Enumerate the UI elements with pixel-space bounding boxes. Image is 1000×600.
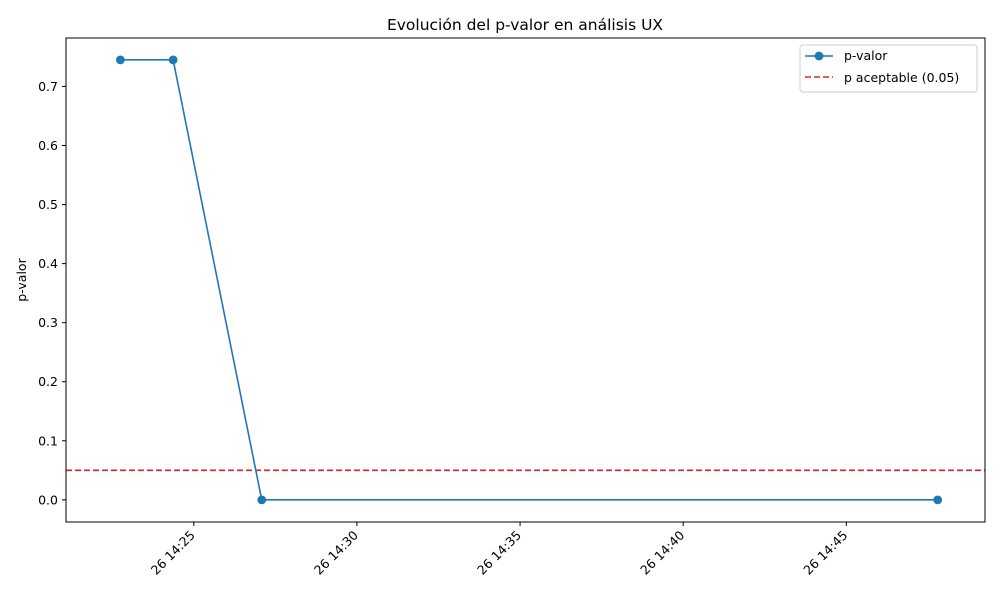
chart-title: Evolución del p-valor en análisis UX <box>387 16 663 34</box>
x-tick-label-4: 26 14:45 <box>800 528 850 578</box>
data-point-0-0 <box>115 55 125 65</box>
y-tick-label-3: 0.3 <box>38 315 58 330</box>
x-axis: 26 14:25 26 14:30 26 14:35 26 14:40 26 14:45 <box>148 522 850 578</box>
y-tick-label-4: 0.4 <box>38 256 58 271</box>
x-tick-label-2: 26 14:35 <box>474 528 524 578</box>
y-axis: 0.0 0.1 0.2 0.3 0.4 0.5 0.6 0.7 <box>38 79 66 507</box>
data-point-0-2 <box>257 495 267 505</box>
plot-frame <box>65 37 986 523</box>
legend-label-threshold: p aceptable (0.05) <box>844 70 959 85</box>
x-tick-label-1: 26 14:30 <box>311 527 361 577</box>
legend-label-p-valor: p-valor <box>844 48 888 63</box>
y-tick-label-2: 0.2 <box>38 374 58 389</box>
legend-box <box>799 44 978 93</box>
y-tick-label-0: 0.0 <box>38 492 58 507</box>
x-tick-label-3: 26 14:40 <box>637 527 687 577</box>
plot-area <box>66 55 985 505</box>
series-line-0 <box>120 59 938 501</box>
x-tick-label-0: 26 14:25 <box>148 528 198 578</box>
data-point-0-3 <box>933 495 943 505</box>
legend-marker-p-valor <box>814 51 824 61</box>
y-tick-label-7: 0.7 <box>38 79 58 94</box>
y-tick-label-1: 0.1 <box>38 433 58 448</box>
y-tick-label-5: 0.5 <box>38 197 58 212</box>
data-point-0-1 <box>168 55 178 65</box>
legend: p-valor p aceptable (0.05) <box>799 44 978 93</box>
y-tick-label-6: 0.6 <box>38 138 58 153</box>
y-axis-label: p-valor <box>14 257 29 301</box>
